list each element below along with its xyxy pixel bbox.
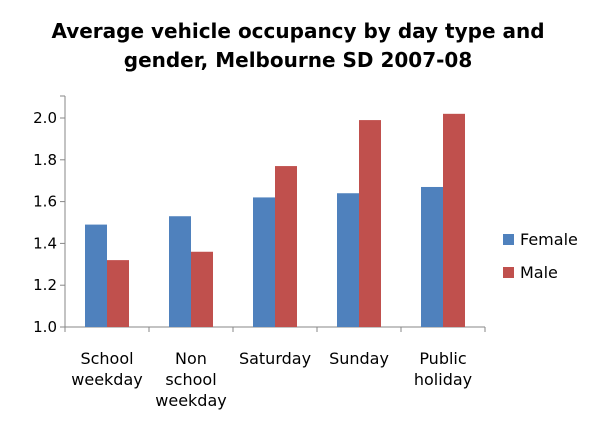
x-category-label: Saturday (239, 349, 311, 368)
legend-label-female: Female (520, 230, 578, 249)
bar-female (169, 216, 191, 327)
chart-title: Average vehicle occupancy by day type an… (51, 19, 544, 72)
y-tick-label: 2.0 (33, 109, 57, 127)
legend-swatch-female (503, 234, 514, 245)
x-category-label: School (80, 349, 133, 368)
chart-title-line: Average vehicle occupancy by day type an… (51, 19, 544, 43)
chart-title-line: gender, Melbourne SD 2007-08 (124, 48, 473, 72)
y-axis-labels: 1.0 1.2 1.4 1.6 1.8 2.0 (33, 109, 57, 336)
x-category-label: weekday (71, 370, 142, 389)
x-axis-labels: School weekday Non school weekday Saturday Sun… (71, 349, 472, 410)
x-category-label: school (165, 370, 216, 389)
y-tick-label: 1.8 (33, 151, 57, 169)
y-tick-label: 1.4 (33, 234, 57, 252)
x-category-label: Public (419, 349, 466, 368)
y-tick-label: 1.0 (33, 318, 57, 336)
bar-male (107, 260, 129, 327)
bar-male (275, 166, 297, 327)
x-category-label: holiday (414, 370, 472, 389)
bar-male (359, 120, 381, 327)
x-category-label: weekday (155, 391, 226, 410)
bars (85, 113, 465, 327)
legend-swatch-male (503, 267, 514, 278)
x-category-label: Sunday (329, 349, 389, 368)
bar-female (337, 193, 359, 327)
x-category-label: Non (175, 349, 207, 368)
legend-label-male: Male (520, 263, 558, 282)
bar-male (443, 113, 465, 327)
bar-male (191, 251, 213, 327)
axes (60, 95, 486, 332)
legend: Female Male (503, 230, 578, 282)
y-tick-label: 1.6 (33, 193, 57, 211)
bar-female (253, 197, 275, 327)
bar-female (421, 186, 443, 327)
bar-female (85, 224, 107, 327)
y-tick-label: 1.2 (33, 276, 57, 294)
